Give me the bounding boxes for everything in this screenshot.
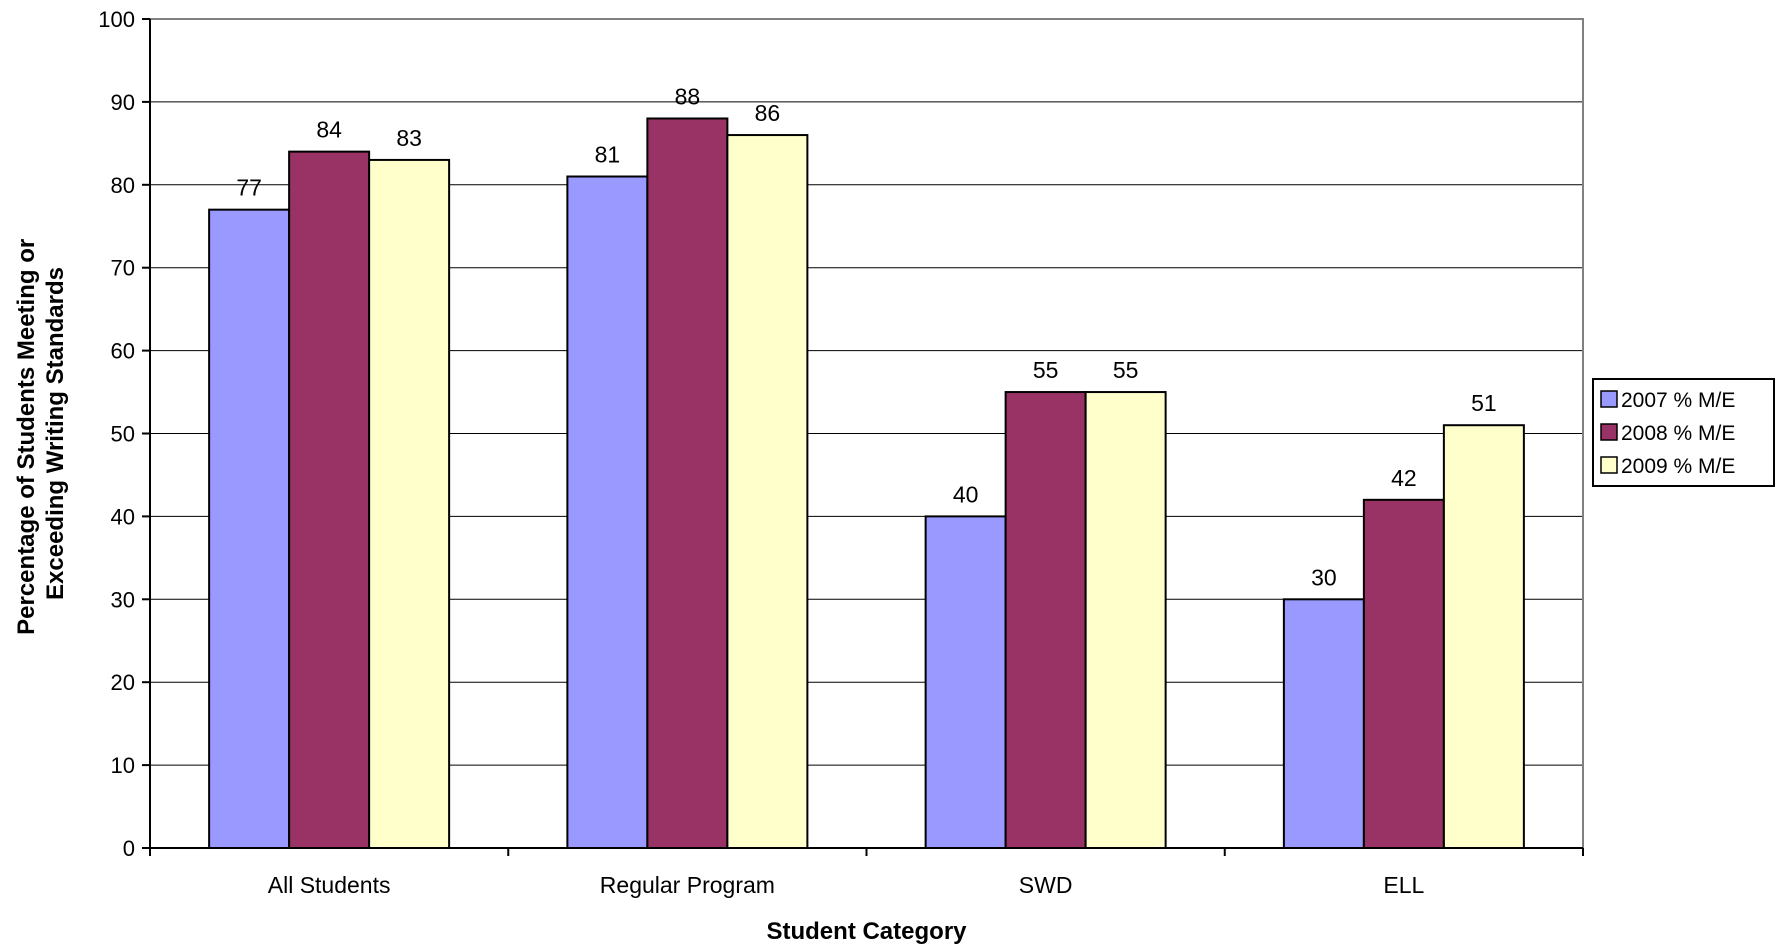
bar-2007-m-e-all-students: [208, 208, 291, 850]
x-category-label: Regular Program: [600, 872, 775, 898]
bar-2009-m-e-all-students: [368, 158, 451, 849]
x-category-label: ELL: [1383, 872, 1424, 898]
bar-2008-m-e-swd: [1004, 391, 1087, 849]
y-tick-label: 50: [111, 422, 135, 447]
bar-2009-m-e-regular-program: [726, 134, 809, 849]
y-axis-ticks: 0 10 20 30 40 50 60 70 80 90 100: [98, 7, 150, 861]
x-axis-categories: All Students Regular Program SWD ELL: [149, 848, 1584, 898]
data-label: 40: [953, 481, 979, 507]
data-label: 42: [1391, 465, 1417, 491]
bar-2009-m-e-swd: [1084, 391, 1167, 849]
y-tick-label: 70: [111, 256, 135, 281]
data-label: 77: [236, 175, 262, 201]
data-label: 55: [1113, 357, 1139, 383]
x-category-label: All Students: [268, 872, 391, 898]
y-axis-title-line-1: Percentage of Students Meeting or: [13, 239, 40, 635]
y-axis-title: Percentage of Students Meeting or Exceed…: [13, 232, 69, 635]
legend-box: [1592, 378, 1775, 487]
bar-2007-m-e-ell: [1282, 598, 1365, 849]
bar-2009-m-e-ell: [1442, 424, 1525, 849]
y-axis-title-line-2: Exceeding Writing Standards: [42, 267, 69, 600]
legend-label: 2007 % M/E: [1621, 389, 1735, 412]
legend-swatch: [1600, 423, 1618, 441]
legend-swatch: [1600, 456, 1618, 474]
legend-swatch: [1600, 390, 1618, 408]
y-tick-label: 40: [111, 504, 135, 529]
data-label: 81: [595, 142, 621, 168]
bar-2008-m-e-all-students: [288, 150, 371, 849]
data-label: 51: [1471, 390, 1497, 416]
legend: 2007 % M/E 2008 % M/E 2009 % M/E: [1592, 378, 1775, 487]
data-label: 88: [675, 83, 701, 109]
data-label: 83: [396, 125, 422, 151]
data-label: 30: [1311, 564, 1337, 590]
data-label: 55: [1033, 357, 1059, 383]
x-axis-title: Student Category: [766, 918, 967, 945]
y-tick-label: 90: [111, 90, 135, 115]
legend-label: 2008 % M/E: [1621, 422, 1735, 445]
bar-2008-m-e-regular-program: [646, 117, 729, 850]
y-tick-label: 80: [111, 173, 135, 198]
y-tick-label: 20: [111, 670, 135, 695]
legend-label: 2009 % M/E: [1621, 455, 1735, 478]
data-labels: 77 81 40 30 84 88 55 42 83 86 55 51: [236, 83, 1496, 590]
data-label: 86: [755, 100, 781, 126]
y-tick-label: 0: [123, 836, 135, 861]
bar-2007-m-e-regular-program: [566, 175, 649, 849]
x-category-label: SWD: [1019, 872, 1073, 898]
y-tick-label: 100: [98, 7, 135, 32]
bars: [208, 117, 1525, 850]
bar-2007-m-e-swd: [924, 515, 1007, 850]
data-label: 84: [316, 117, 342, 143]
y-tick-label: 60: [111, 339, 135, 364]
bar-2008-m-e-ell: [1362, 498, 1445, 849]
y-tick-label: 30: [111, 587, 135, 612]
y-tick-label: 10: [111, 753, 135, 778]
